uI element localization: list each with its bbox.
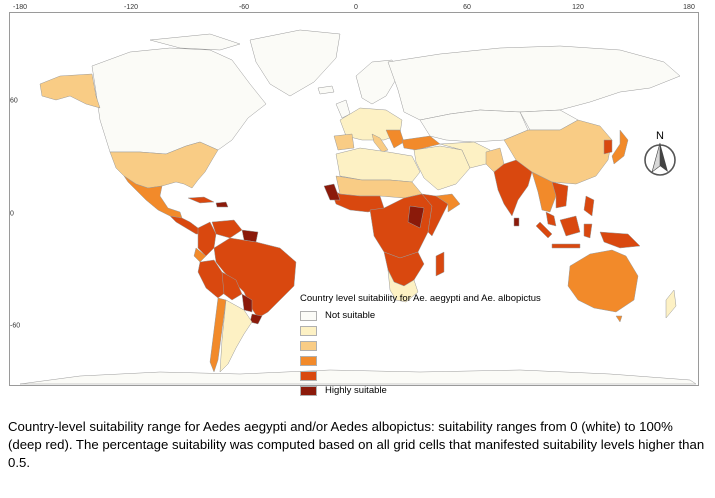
- balkans-greece: [385, 129, 405, 149]
- lon-tick: -120: [123, 4, 139, 11]
- argentina: [219, 299, 253, 373]
- malaysia: [545, 211, 557, 227]
- legend-swatch: [300, 370, 317, 381]
- colombia: [197, 221, 217, 257]
- horn-of-africa: [435, 193, 461, 213]
- borneo: [559, 215, 581, 237]
- great-lakes-dark: [407, 205, 425, 229]
- lon-tick: 180: [683, 4, 695, 11]
- venezuela: [211, 219, 243, 239]
- lat-tick: 60: [10, 97, 18, 105]
- lat-tick: 0: [10, 210, 14, 218]
- canadian-islands: [149, 33, 241, 51]
- legend-item: [300, 338, 580, 353]
- west-coast-dark: [323, 183, 341, 201]
- legend-swatch: [300, 310, 317, 321]
- korea: [603, 139, 613, 155]
- turkey: [401, 135, 441, 151]
- figure-caption: Country-level suitability range for Aede…: [8, 419, 705, 470]
- legend-label: Highly suitable: [325, 385, 387, 396]
- legend-title: Country level suitability for Ae. aegypt…: [300, 293, 541, 304]
- mexico: [123, 175, 183, 219]
- russia: [387, 45, 681, 121]
- new-guinea: [599, 231, 641, 249]
- legend-swatch: [300, 340, 317, 351]
- lon-tick: 120: [572, 4, 584, 11]
- legend-item: [300, 323, 580, 338]
- legend-swatch: [300, 385, 317, 396]
- canada: [91, 47, 267, 155]
- legend-swatch: [300, 355, 317, 366]
- uruguay: [249, 313, 263, 325]
- lon-tick: -180: [12, 4, 28, 11]
- north-africa: [335, 147, 421, 183]
- lon-tick: 60: [463, 4, 471, 11]
- legend-swatch: [300, 325, 317, 336]
- middle-east: [413, 145, 471, 191]
- java: [551, 243, 581, 249]
- lon-tick: -60: [238, 4, 250, 11]
- greenland: [249, 29, 341, 97]
- map-legend: Country level suitability for Ae. aegypt…: [300, 293, 580, 398]
- antarctica: [19, 369, 697, 385]
- japan: [611, 129, 629, 165]
- australia: [567, 249, 639, 313]
- india: [493, 159, 533, 217]
- new-zealand: [665, 289, 677, 319]
- madagascar: [435, 251, 445, 277]
- tasmania: [615, 315, 623, 323]
- philippines: [583, 195, 595, 217]
- legend-item: Not suitable: [300, 308, 580, 323]
- iberia: [333, 133, 355, 151]
- lon-tick: 0: [354, 4, 358, 11]
- legend-item: [300, 353, 580, 368]
- peru: [197, 259, 227, 299]
- paraguay: [241, 293, 253, 313]
- sulawesi: [583, 223, 593, 239]
- iceland: [317, 85, 335, 95]
- central-america: [169, 215, 203, 235]
- indochina: [551, 181, 569, 209]
- lat-tick: -60: [10, 322, 21, 330]
- legend-label: Not suitable: [325, 310, 376, 321]
- world-map: [19, 29, 697, 385]
- north-arrow-icon: N: [644, 130, 676, 176]
- cuba: [187, 196, 215, 204]
- bolivia: [221, 271, 243, 301]
- south-africa: [387, 269, 419, 303]
- alaska: [39, 73, 101, 109]
- legend-item: [300, 368, 580, 383]
- north-label: N: [656, 130, 664, 142]
- hispaniola: [215, 201, 229, 208]
- scandinavia: [355, 59, 399, 105]
- sri-lanka: [513, 217, 520, 227]
- legend-item: Highly suitable: [300, 383, 580, 398]
- italy: [371, 133, 389, 153]
- sumatra: [535, 221, 553, 239]
